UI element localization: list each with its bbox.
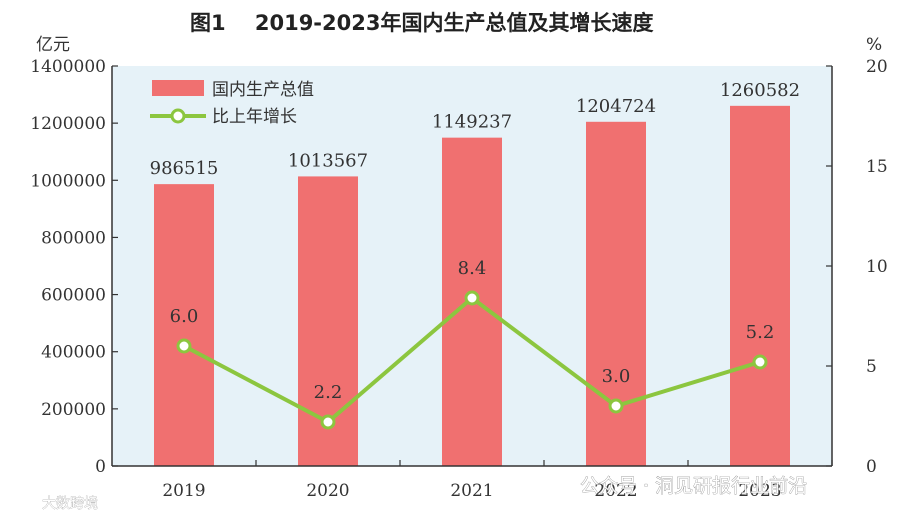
left-tick-label: 200000 bbox=[41, 400, 106, 420]
growth-value-label-2023: 5.2 bbox=[746, 322, 775, 343]
growth-point-2023 bbox=[752, 354, 768, 370]
x-tick-label-2020: 2020 bbox=[306, 481, 349, 501]
bar-value-label-2019: 986515 bbox=[150, 158, 219, 179]
left-tick-label: 0 bbox=[95, 457, 106, 477]
left-tick-label: 600000 bbox=[41, 286, 106, 306]
right-tick-label: 0 bbox=[866, 457, 877, 477]
bar-value-label-2023: 1260582 bbox=[720, 80, 800, 101]
legend-label-bar: 国内生产总值 bbox=[212, 80, 314, 100]
right-tick-label: 15 bbox=[866, 157, 888, 177]
x-tick-label-2022: 2022 bbox=[594, 481, 637, 501]
axes: 0 200000 400000 600000 800000 1000000 1200000 1… bbox=[30, 57, 887, 501]
growth-point-2021 bbox=[464, 290, 480, 306]
legend-label-line: 比上年增长 bbox=[212, 107, 297, 127]
x-tick-label-2019: 2019 bbox=[162, 481, 205, 501]
growth-value-label-2021: 8.4 bbox=[458, 258, 487, 279]
watermark-text: 公众号 · 洞见研报行业前沿 bbox=[580, 475, 807, 497]
legend-swatch-bar bbox=[152, 80, 204, 96]
growth-value-label-2020: 2.2 bbox=[314, 382, 343, 403]
left-tick-label: 1000000 bbox=[30, 171, 106, 191]
growth-point-2022 bbox=[608, 398, 624, 414]
left-axis-unit: 亿元 bbox=[36, 35, 70, 55]
line-series: 6.0 2.2 8.4 3.0 5.2 bbox=[170, 258, 775, 430]
watermark-corner-text: 大数跨境 bbox=[42, 496, 98, 512]
legend-swatch-marker bbox=[170, 108, 186, 124]
right-tick-label: 20 bbox=[866, 57, 888, 77]
right-tick-label: 10 bbox=[866, 257, 888, 277]
right-tick-label: 5 bbox=[866, 357, 877, 377]
left-tick-label: 1200000 bbox=[30, 114, 106, 134]
x-tick-label-2021: 2021 bbox=[450, 481, 493, 501]
bar-value-label-2022: 1204724 bbox=[576, 96, 656, 117]
x-tick-label-2023: 2023 bbox=[738, 481, 781, 501]
left-tick-label: 800000 bbox=[41, 228, 106, 248]
growth-point-2020 bbox=[320, 414, 336, 430]
growth-value-label-2022: 3.0 bbox=[602, 366, 631, 387]
bar-2023 bbox=[730, 105, 790, 467]
left-tick-label: 1400000 bbox=[30, 57, 106, 77]
bar-value-label-2020: 1013567 bbox=[288, 150, 368, 171]
growth-point-2019 bbox=[176, 338, 192, 354]
growth-value-label-2019: 6.0 bbox=[170, 306, 199, 327]
bar-2019 bbox=[154, 184, 214, 467]
bar-2022 bbox=[586, 121, 646, 466]
left-tick-label: 400000 bbox=[41, 343, 106, 363]
right-axis-unit: % bbox=[866, 35, 882, 55]
bar-value-label-2021: 1149237 bbox=[432, 112, 512, 133]
chart-title: 图1 2019-2023年国内生产总值及其增长速度 bbox=[190, 11, 653, 35]
